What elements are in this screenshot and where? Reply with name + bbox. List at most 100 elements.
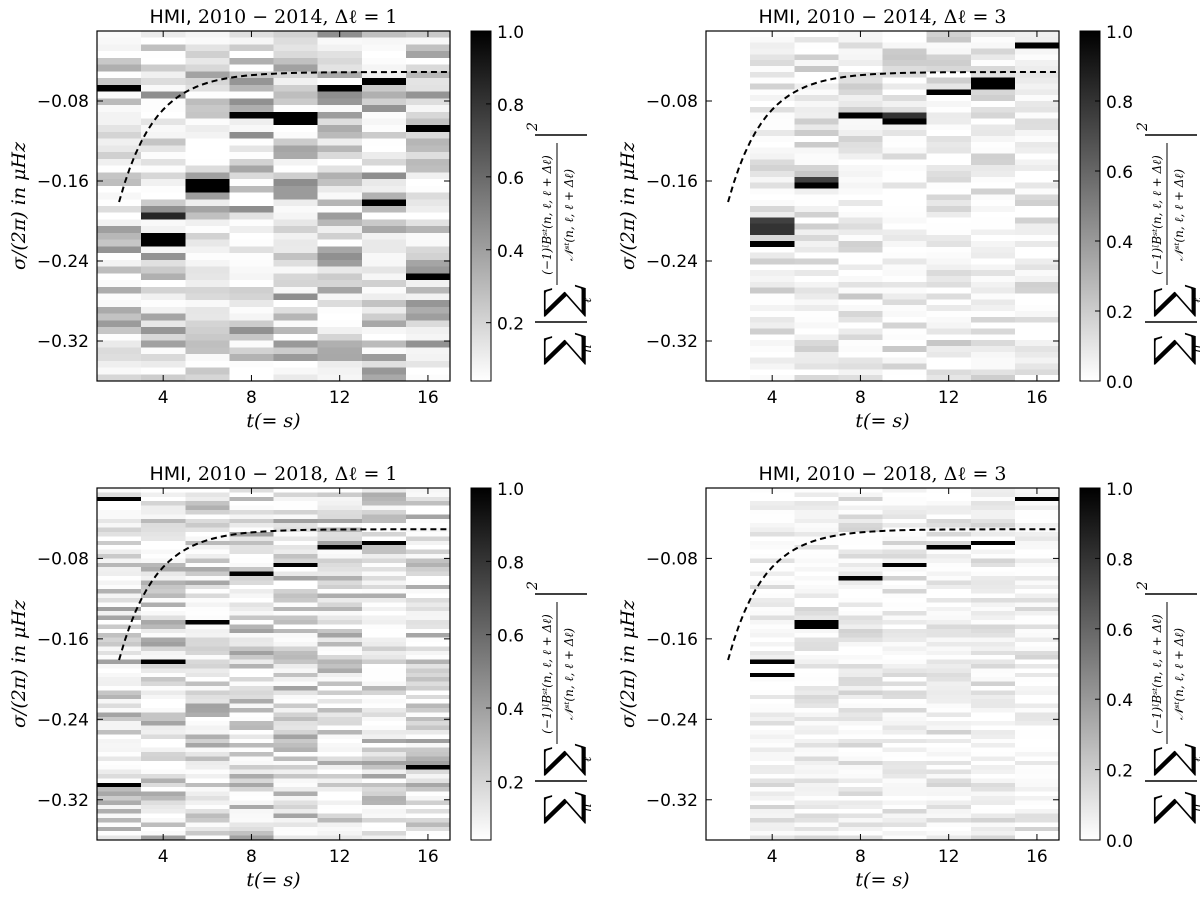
heatmap-cell (361, 818, 407, 823)
heatmap-cell (97, 219, 142, 227)
heatmap-cell (926, 246, 972, 254)
heatmap-cell (838, 287, 883, 294)
heatmap-cell (361, 747, 407, 753)
heatmap-cell (229, 505, 274, 511)
heatmap-cell (750, 340, 795, 347)
heatmap-cell (750, 580, 795, 586)
heatmap-cell (97, 813, 142, 819)
heatmap-cell (838, 89, 883, 96)
heatmap-cell (273, 510, 319, 515)
heatmap-cell (97, 527, 142, 533)
heatmap-cell (926, 182, 972, 189)
heatmap-cell (229, 694, 274, 700)
heatmap-cell (882, 624, 928, 630)
heatmap-cell (273, 584, 319, 590)
heatmap-cell (838, 633, 883, 638)
heatmap-cell (185, 545, 230, 550)
heatmap-cell (794, 334, 839, 341)
heatmap-cell (882, 760, 928, 766)
heatmap-cell (141, 606, 186, 612)
heatmap-cell (794, 800, 839, 806)
heatmap-cell (317, 628, 363, 634)
heatmap-cell (794, 831, 839, 836)
heatmap-cell (794, 95, 839, 102)
heatmap-cell (970, 677, 1016, 682)
heatmap-cell (141, 199, 186, 207)
heatmap-cell (229, 734, 274, 740)
heatmap-cell (838, 545, 883, 550)
heatmap-cell (794, 558, 839, 564)
heatmap-cell (405, 800, 451, 806)
y-tick-label: −0.16 (646, 172, 698, 192)
heatmap-cell (926, 747, 972, 753)
heatmap-cell (273, 253, 319, 261)
heatmap-cell (405, 239, 451, 247)
heatmap-cell (405, 769, 451, 775)
heatmap-cell (141, 219, 186, 227)
heatmap-cell (750, 787, 795, 792)
heatmap-cell (1014, 826, 1060, 832)
heatmap-cell (750, 217, 795, 224)
heatmap-cell (97, 615, 142, 621)
heatmap-cell (1014, 153, 1060, 160)
heatmap-cell (882, 322, 928, 329)
heatmap-cell (229, 796, 274, 801)
heatmap-cell (361, 774, 407, 779)
heatmap-cell (882, 664, 928, 669)
heatmap-cell (882, 101, 928, 108)
heatmap-cell (361, 637, 407, 643)
heatmap-cell (141, 738, 186, 744)
heatmap-cell (794, 252, 839, 259)
heatmap-cell (1014, 293, 1060, 300)
heatmap-cell (926, 311, 972, 318)
heatmap-cell (838, 774, 883, 779)
heatmap-cell (273, 831, 319, 836)
heatmap-cell (361, 31, 407, 39)
heatmap-cell (750, 769, 795, 775)
heatmap-cell (317, 602, 363, 608)
heatmap-cell (361, 138, 407, 146)
heatmap-cell (141, 98, 186, 106)
heatmap-cell (141, 360, 186, 368)
heatmap-cell (361, 44, 407, 52)
x-tick-label: 8 (246, 847, 257, 867)
heatmap-cell (361, 340, 407, 348)
heatmap-cell (97, 721, 142, 726)
plot-frame (96, 487, 451, 841)
heatmap-cell (229, 791, 274, 797)
heatmap-cell (185, 44, 230, 52)
heatmap-cell (317, 589, 363, 594)
heatmap-cell (405, 192, 451, 200)
heatmap-cell (970, 584, 1016, 590)
heatmap-cell (97, 71, 142, 79)
heatmap-cell (838, 60, 883, 67)
heatmap-cell (926, 211, 972, 219)
heatmap-cell (229, 340, 274, 348)
heatmap-cell (1014, 165, 1060, 172)
heatmap-cell (970, 699, 1016, 704)
heatmap-cell (317, 239, 363, 247)
heatmap-cell (1014, 558, 1060, 564)
heatmap-cell (750, 223, 795, 230)
heatmap-cell (926, 791, 972, 797)
heatmap-cell (273, 774, 319, 779)
heatmap-cell (1014, 540, 1060, 546)
heatmap-cell (97, 602, 142, 608)
heatmap-cell (1014, 264, 1060, 271)
heatmap-cell (838, 708, 883, 713)
heatmap-cell (838, 136, 883, 143)
heatmap-cell (97, 259, 142, 267)
heatmap-cell (229, 172, 274, 180)
heatmap-cell (317, 266, 363, 274)
heatmap-cell (405, 813, 451, 819)
heatmap-cell (926, 628, 972, 634)
heatmap-cell (317, 105, 363, 113)
heatmap-cell (361, 791, 407, 797)
heatmap-cell (405, 826, 451, 832)
heatmap-cell (970, 106, 1016, 114)
heatmap-cell (926, 549, 972, 555)
heatmap-cell (970, 655, 1016, 660)
heatmap-cell (926, 60, 972, 67)
heatmap-cell (141, 145, 186, 153)
heatmap-cell (970, 800, 1016, 806)
